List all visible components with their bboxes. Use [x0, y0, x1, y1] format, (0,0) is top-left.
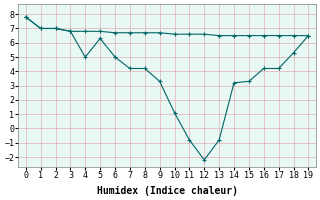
X-axis label: Humidex (Indice chaleur): Humidex (Indice chaleur) [97, 186, 237, 196]
